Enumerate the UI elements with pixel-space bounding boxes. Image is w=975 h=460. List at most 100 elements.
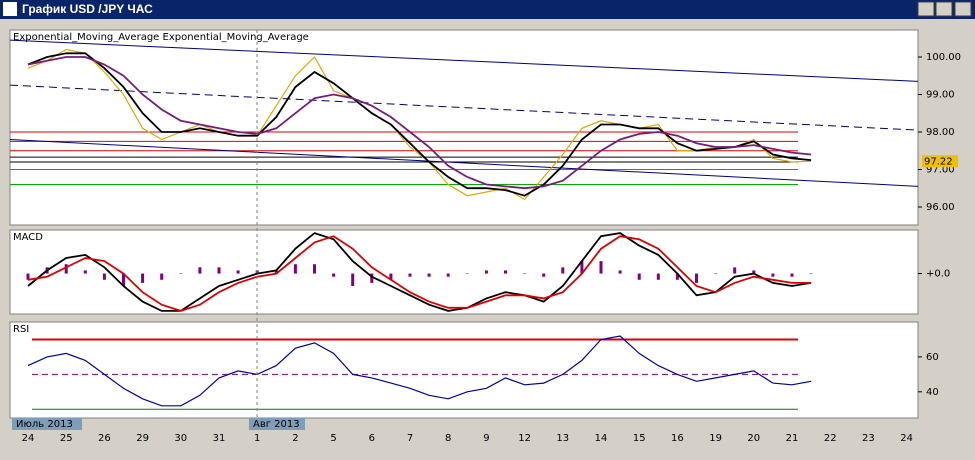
histogram-bar [408, 273, 412, 277]
histogram-bar [122, 273, 125, 286]
histogram-bar [313, 264, 316, 274]
histogram-bar [370, 273, 374, 283]
series-line [27, 335, 812, 407]
histogram-bar [64, 264, 68, 274]
x-tick-label: 23 [862, 433, 875, 444]
series-line [27, 232, 812, 312]
histogram-bar [656, 273, 660, 280]
histogram-bar [160, 273, 164, 280]
x-tick-label: 24 [900, 433, 913, 444]
x-tick-label: 24 [22, 433, 35, 444]
histogram-bar [446, 273, 450, 277]
x-tick-label: 29 [136, 433, 149, 444]
panel-title: Exponential_Moving_Average Exponential_M… [13, 32, 309, 43]
y-tick-label: 60 [926, 352, 939, 363]
x-tick-label: 31 [213, 433, 226, 444]
histogram-bar [542, 273, 546, 277]
trend-line [9, 84, 919, 131]
x-tick-label: 15 [633, 433, 646, 444]
y-tick-label: 96.00 [926, 202, 955, 213]
trend-line [9, 139, 919, 187]
histogram-bar [217, 267, 221, 274]
x-tick-label: 6 [369, 433, 375, 444]
x-tick-label: 25 [60, 433, 73, 444]
histogram-bar [580, 261, 584, 274]
histogram-bar [236, 270, 240, 274]
month-label: Июль 2013 [16, 419, 73, 430]
x-tick-label: 2 [292, 433, 298, 444]
window-buttons[interactable] [917, 1, 972, 17]
y-tick-label: 97.00 [926, 165, 955, 176]
x-tick-label: 19 [709, 433, 722, 444]
histogram-bar [484, 270, 488, 274]
window-icon [3, 2, 17, 16]
y-tick-label: 100.00 [926, 52, 961, 63]
histogram-bar [561, 267, 565, 274]
last-price-marker [922, 155, 958, 168]
series-line [27, 235, 812, 312]
histogram-bar [523, 273, 527, 275]
histogram-bar [504, 270, 507, 274]
histogram-bar [809, 273, 813, 275]
y-tick-label: 99.00 [926, 90, 955, 101]
x-tick-label: 1 [254, 433, 260, 444]
panel [9, 29, 919, 226]
x-tick-label: 16 [671, 433, 684, 444]
histogram-bar [427, 273, 431, 277]
y-tick-label: 40 [926, 387, 939, 398]
x-tick-label: 30 [174, 433, 187, 444]
histogram-bar [695, 273, 698, 283]
x-tick-label: 7 [407, 433, 413, 444]
x-tick-label: 14 [595, 433, 608, 444]
x-tick-label: 21 [786, 433, 799, 444]
histogram-bar [599, 261, 603, 274]
series-line [27, 56, 812, 190]
histogram-bar [714, 273, 718, 275]
x-tick-label: 22 [824, 433, 837, 444]
histogram-bar [274, 270, 278, 274]
trend-line [9, 39, 919, 82]
histogram-bar [389, 273, 393, 280]
histogram-bar [293, 264, 297, 274]
x-tick-label: 12 [518, 433, 531, 444]
x-tick-label: 26 [98, 433, 111, 444]
close-button[interactable] [954, 1, 972, 17]
month-label: Авг 2013 [253, 419, 300, 430]
y-tick-label: 98.00 [926, 127, 955, 138]
y-tick-label: +0.0 [926, 269, 950, 280]
histogram-bar [83, 270, 87, 274]
month-label-box [12, 418, 82, 430]
maximize-button[interactable] [935, 1, 953, 17]
histogram-bar [179, 273, 183, 275]
histogram-bar [198, 267, 202, 274]
histogram-bar [141, 273, 145, 283]
month-label-box [249, 418, 305, 430]
panel [9, 321, 919, 419]
x-tick-label: 9 [483, 433, 489, 444]
histogram-bar [618, 270, 622, 274]
histogram-bar [102, 273, 106, 280]
histogram-bar [332, 273, 336, 277]
series-line [27, 52, 812, 197]
last-price-label: 97.22 [924, 156, 953, 167]
histogram-bar [675, 273, 679, 280]
x-tick-label: 13 [556, 433, 569, 444]
panel [9, 229, 919, 315]
histogram-bar [752, 270, 756, 274]
series-line [27, 48, 812, 201]
x-tick-label: 5 [330, 433, 336, 444]
histogram-bar [637, 273, 641, 280]
minimize-button[interactable] [917, 1, 935, 17]
window-title: График USD /JPY ЧАС [22, 2, 153, 16]
histogram-bar [733, 267, 737, 274]
histogram-bar [790, 273, 794, 277]
histogram-bar [26, 273, 30, 280]
histogram-bar [351, 273, 355, 286]
x-tick-label: 20 [747, 433, 760, 444]
x-tick-label: 8 [445, 433, 451, 444]
panel-title: MACD [13, 232, 43, 243]
histogram-bar [465, 273, 469, 275]
panel-title: RSI [13, 324, 29, 335]
